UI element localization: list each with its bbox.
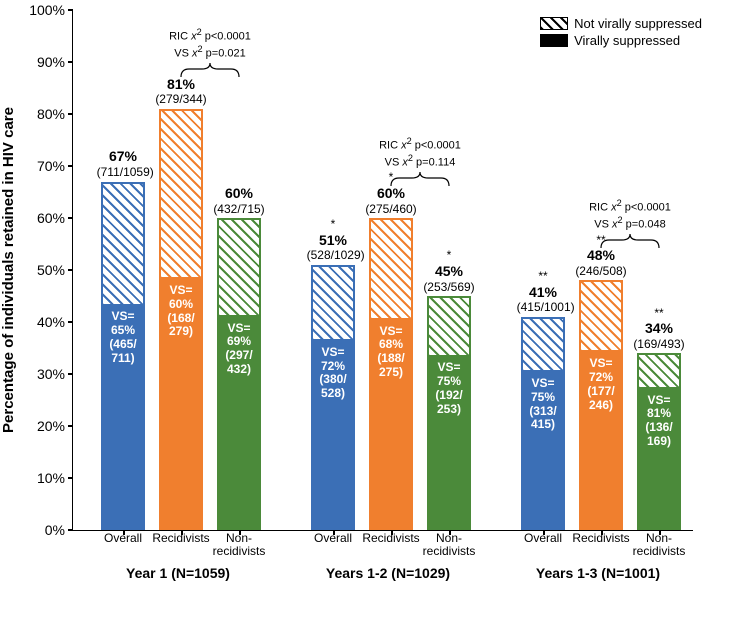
legend-label: Virally suppressed (574, 33, 680, 48)
ytick-label: 100% (23, 2, 65, 18)
stat-text: RIC x2 p<0.0001VS x2 p=0.048 (571, 198, 689, 232)
bar: VS=60%(168/279)81%(279/344) (159, 109, 203, 530)
ytick-mark (68, 165, 73, 167)
chart-area: Percentage of individuals retained in HI… (72, 10, 732, 565)
category-label: Non-recidivists (207, 532, 271, 558)
category-label: Non-recidivists (417, 532, 481, 558)
legend-item-not-suppressed: Not virally suppressed (540, 16, 702, 31)
bar-top-label: 81%(279/344) (155, 76, 208, 107)
vs-label: VS=68%(188/275) (369, 325, 413, 380)
ytick-label: 60% (23, 210, 65, 226)
vs-label: VS=60%(168/279) (159, 284, 203, 339)
category-label: Recidivists (149, 532, 213, 545)
brace-icon (361, 170, 479, 188)
category-label: Overall (511, 532, 575, 545)
stat-annotation: RIC x2 p<0.0001VS x2 p=0.021 (151, 27, 269, 79)
ytick-label: 10% (23, 470, 65, 486)
bar-top-label: **41%(415/1001) (517, 269, 570, 315)
bar-top-label: *51%(528/1029) (307, 217, 360, 263)
group-label: Years 1-2 (N=1029) (293, 565, 483, 581)
y-axis-label: Percentage of individuals retained in HI… (0, 107, 17, 433)
stat-text: RIC x2 p<0.0001VS x2 p=0.021 (151, 27, 269, 61)
ytick-mark (68, 321, 73, 323)
stat-annotation: RIC x2 p<0.0001VS x2 p=0.114 (361, 136, 479, 188)
plot-region: 0%10%20%30%40%50%60%70%80%90%100%VS=65%(… (72, 10, 693, 531)
legend-label: Not virally suppressed (574, 16, 702, 31)
bar-top-label: *45%(253/569) (423, 248, 476, 294)
ytick-label: 70% (23, 158, 65, 174)
bar: VS=68%(188/275)*60%(275/460) (369, 218, 413, 530)
vs-label: VS=69%(297/432) (217, 322, 261, 377)
category-label: Recidivists (569, 532, 633, 545)
vs-label: VS=75%(192/253) (427, 361, 471, 416)
group-label: Year 1 (N=1059) (83, 565, 273, 581)
category-label: Non-recidivists (627, 532, 691, 558)
group-label: Years 1-3 (N=1001) (503, 565, 693, 581)
brace-icon (571, 232, 689, 250)
ytick-mark (68, 9, 73, 11)
ytick-label: 0% (23, 522, 65, 538)
ytick-mark (68, 477, 73, 479)
bar-top-label: 67%(711/1059) (97, 148, 150, 179)
vs-label: VS=72%(177/246) (579, 357, 623, 412)
category-label: Overall (301, 532, 365, 545)
brace-icon (151, 61, 269, 79)
ytick-label: 90% (23, 54, 65, 70)
bar: VS=69%(297/432)60%(432/715) (217, 218, 261, 530)
ytick-mark (68, 113, 73, 115)
ytick-label: 20% (23, 418, 65, 434)
vs-label: VS=81%(136/169) (637, 394, 681, 449)
legend: Not virally suppressed Virally suppresse… (540, 16, 702, 50)
bar-group: VS=75%(313/415)**41%(415/1001)VS=72%(177… (503, 10, 693, 530)
ytick-mark (68, 529, 73, 531)
bar: VS=72%(380/528)*51%(528/1029) (311, 265, 355, 530)
bar: VS=72%(177/246)**48%(246/508) (579, 280, 623, 530)
ytick-label: 40% (23, 314, 65, 330)
bar: VS=81%(136/169)**34%(169/493) (637, 353, 681, 530)
bar-group: VS=72%(380/528)*51%(528/1029)VS=68%(188/… (293, 10, 483, 530)
vs-label: VS=65%(465/711) (101, 310, 145, 365)
legend-item-suppressed: Virally suppressed (540, 33, 702, 48)
bar: VS=75%(192/253)*45%(253/569) (427, 296, 471, 530)
ytick-mark (68, 425, 73, 427)
stat-text: RIC x2 p<0.0001VS x2 p=0.114 (361, 136, 479, 170)
ytick-label: 80% (23, 106, 65, 122)
bar-top-label: 60%(432/715) (213, 185, 266, 216)
ytick-mark (68, 61, 73, 63)
vs-label: VS=75%(313/415) (521, 377, 565, 432)
ytick-mark (68, 269, 73, 271)
bar-group: VS=65%(465/711)67%(711/1059)VS=60%(168/2… (83, 10, 273, 530)
vs-label: VS=72%(380/528) (311, 346, 355, 401)
category-label: Recidivists (359, 532, 423, 545)
stat-annotation: RIC x2 p<0.0001VS x2 p=0.048 (571, 198, 689, 250)
bar-top-label: **34%(169/493) (633, 306, 686, 352)
legend-swatch-solid (540, 34, 568, 47)
category-label: Overall (91, 532, 155, 545)
ytick-mark (68, 373, 73, 375)
bar: VS=65%(465/711)67%(711/1059) (101, 182, 145, 530)
ytick-label: 50% (23, 262, 65, 278)
bar: VS=75%(313/415)**41%(415/1001) (521, 317, 565, 530)
legend-swatch-hatched (540, 17, 568, 30)
ytick-mark (68, 217, 73, 219)
ytick-label: 30% (23, 366, 65, 382)
